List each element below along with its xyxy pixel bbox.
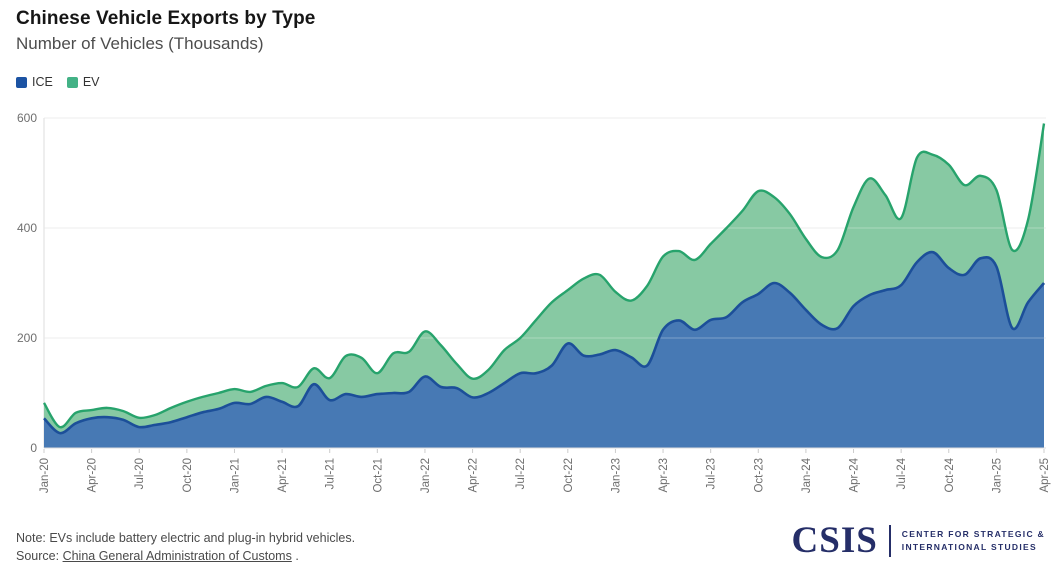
legend-item-ev[interactable]: EV <box>66 75 100 89</box>
csis-tagline-line1: CENTER FOR STRATEGIC & <box>901 529 1045 539</box>
x-axis-labels: Jan-20 Apr-20 Jul-20 Oct-20 Jan-21 Apr-21 Jul-… <box>39 449 1051 493</box>
ice-area <box>44 252 1044 448</box>
csis-logo-tagline: CENTER FOR STRATEGIC & INTERNATIONAL STU… <box>902 529 1045 552</box>
ev-line <box>42 123 1046 429</box>
x-tick-label: Apr-22 <box>468 458 480 493</box>
x-tick-label: Jul-23 <box>706 458 718 489</box>
x-tick-label: Apr-25 <box>1039 458 1051 493</box>
x-tick-label: Jul-20 <box>134 458 146 489</box>
x-tick-label: Apr-24 <box>849 457 861 492</box>
y-axis-labels: 0 200 400 600 <box>17 111 37 455</box>
x-tick-label: Jan-25 <box>991 458 1003 493</box>
csis-logo-acronym: CSIS <box>791 520 878 561</box>
x-tick-label: Jan-22 <box>420 458 432 493</box>
x-tick-label: Apr-21 <box>277 458 289 493</box>
y-tick-label: 600 <box>17 111 37 125</box>
csis-tagline-line2: INTERNATIONAL STUDIES <box>901 542 1037 552</box>
ice-line <box>43 250 1046 435</box>
x-tick-label: Jan-21 <box>229 458 241 493</box>
page-subtitle: Number of Vehicles (Thousands) <box>16 34 264 53</box>
ice-legend-swatch <box>16 76 27 88</box>
x-tick-label: Oct-24 <box>944 457 956 492</box>
ev-legend-label: EV <box>82 75 100 89</box>
ice-legend-label: ICE <box>32 75 53 89</box>
legend: ICE EV <box>16 75 100 89</box>
source-link[interactable]: China General Administration of Customs <box>62 549 292 563</box>
x-tick-label: Oct-23 <box>753 458 765 493</box>
x-tick-label: Jan-20 <box>39 458 51 493</box>
y-tick-label: 200 <box>17 331 37 345</box>
legend-item-ice[interactable]: ICE <box>16 75 53 89</box>
x-tick-label: Jan-24 <box>801 457 813 493</box>
chart-note: Note: EVs include battery electric and p… <box>16 531 356 545</box>
x-tick-label: Oct-21 <box>372 458 384 493</box>
x-tick-label: Jul-24 <box>896 457 908 489</box>
csis-logo-divider <box>888 524 891 557</box>
x-tick-label: Jul-21 <box>325 458 337 489</box>
x-tick-label: Oct-22 <box>563 458 575 493</box>
csis-logo: CSIS CENTER FOR STRATEGIC & INTERNATIONA… <box>792 522 1045 559</box>
x-tick-label: Jan-23 <box>610 458 622 493</box>
x-tick-label: Apr-23 <box>658 458 670 493</box>
source-prefix: Source: <box>16 549 63 563</box>
y-tick-label: 0 <box>30 441 37 455</box>
x-tick-label: Oct-20 <box>182 458 194 493</box>
source-suffix: . <box>291 549 299 563</box>
x-tick-label: Apr-20 <box>87 458 99 493</box>
y-tick-label: 400 <box>17 221 37 235</box>
stacked-area-chart: 0 200 400 600 Jan-20 Apr-20 Jul-20 Oct-20 Jan-21… <box>17 111 1051 493</box>
ev-legend-swatch <box>66 76 78 88</box>
page-title: Chinese Vehicle Exports by Type <box>16 8 316 29</box>
x-tick-label: Jul-22 <box>515 458 527 489</box>
chart-source: Source: China General Administration of … <box>16 549 299 563</box>
